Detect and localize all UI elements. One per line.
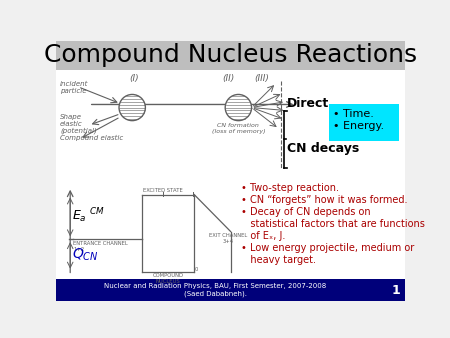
Text: $E_a\ ^{CM}$: $E_a\ ^{CM}$	[72, 207, 105, 225]
Circle shape	[119, 94, 145, 121]
Text: EXIT CHANNEL
3+4: EXIT CHANNEL 3+4	[209, 233, 248, 244]
Circle shape	[225, 94, 252, 121]
Text: COMPOUND
NUCLEUS: COMPOUND NUCLEUS	[153, 273, 183, 284]
Bar	[56, 41, 405, 70]
Text: EXCITED STATE: EXCITED STATE	[143, 188, 183, 193]
Text: • Time.
• Energy.: • Time. • Energy.	[333, 109, 384, 131]
Text: 1: 1	[392, 284, 400, 296]
Text: Shape
elastic
(potential): Shape elastic (potential)	[60, 114, 97, 134]
Text: Nuclear and Radiation Physics, BAU, First Semester, 2007-2008
(Saed Dababneh).: Nuclear and Radiation Physics, BAU, Firs…	[104, 283, 326, 297]
Text: • Two-step reaction.: • Two-step reaction.	[241, 183, 339, 193]
Text: CN formation
(loss of memory): CN formation (loss of memory)	[212, 123, 265, 134]
Text: of Eₓ, J.: of Eₓ, J.	[241, 231, 285, 241]
Text: Compound elastic: Compound elastic	[60, 135, 123, 141]
Text: incident
particle: incident particle	[60, 80, 89, 94]
Text: ENTRANCE CHANNEL
1+2: ENTRANCE CHANNEL 1+2	[73, 241, 128, 251]
Text: Direct: Direct	[287, 97, 329, 110]
Text: • Decay of CN depends on: • Decay of CN depends on	[241, 207, 370, 217]
Text: 0: 0	[195, 267, 198, 271]
Text: Compound Nucleus Reactions: Compound Nucleus Reactions	[44, 43, 417, 67]
Bar	[329, 104, 399, 141]
Text: $Q_{CN}$: $Q_{CN}$	[72, 246, 99, 263]
Text: statistical factors that are functions: statistical factors that are functions	[241, 219, 425, 229]
Text: (III): (III)	[254, 74, 269, 82]
Text: • CN “forgets” how it was formed.: • CN “forgets” how it was formed.	[241, 195, 407, 205]
Text: heavy target.: heavy target.	[241, 255, 316, 265]
Bar	[56, 279, 405, 301]
Text: CN decays: CN decays	[287, 142, 360, 155]
Text: (I): (I)	[129, 74, 139, 82]
Text: • Low energy projectile, medium or: • Low energy projectile, medium or	[241, 243, 414, 253]
Bar	[56, 70, 405, 279]
Text: (II): (II)	[222, 74, 234, 82]
